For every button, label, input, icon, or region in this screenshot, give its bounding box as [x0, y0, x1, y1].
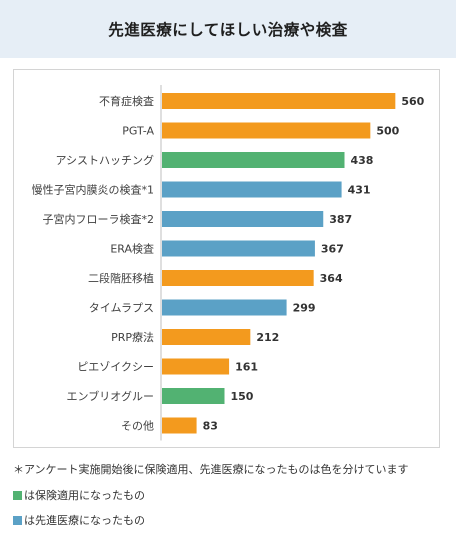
chart-title: 先進医療にしてほしい治療や検査: [108, 21, 348, 39]
category-label: エンブリオグルー: [67, 389, 154, 403]
data-label: 367: [321, 243, 344, 256]
data-label: 150: [231, 390, 254, 403]
legend-label-advanced: は先進医療になったもの: [24, 514, 145, 527]
legend-item-advanced: は先進医療になったもの: [13, 512, 145, 528]
legend-swatch-blue: [13, 515, 22, 525]
category-label: アシストハッチング: [55, 153, 154, 167]
data-label: 364: [320, 272, 343, 285]
bar: [162, 270, 314, 286]
category-label: その他: [121, 420, 154, 433]
category-label: ERA検査: [110, 242, 154, 256]
bar: [162, 240, 315, 257]
bar: [162, 122, 371, 139]
category-label: 慢性子宮内膜炎の検査*1: [32, 183, 155, 197]
legend-swatch-green: [13, 490, 22, 500]
footnote: ＊アンケート実施開始後に保険適用、先進医療になったものは色を分けています: [13, 463, 409, 476]
category-label: 二段階胚移植: [88, 271, 154, 285]
data-label: 299: [293, 302, 316, 315]
legend-item-insurance: は保険適用になったもの: [13, 487, 145, 503]
bar: [162, 299, 287, 316]
bar: [162, 388, 225, 404]
bar: [162, 93, 396, 109]
bar-chart: 不育症検査 560 PGT-A 500 アシストハッチング 438 慢性子宮内膜炎の検査*1…: [32, 85, 425, 441]
data-label: 161: [235, 361, 258, 374]
data-label: 500: [376, 125, 399, 138]
data-label: 438: [351, 154, 374, 167]
data-label: 560: [401, 95, 424, 108]
data-label: 431: [348, 184, 371, 197]
bar: [162, 181, 342, 198]
bar: [162, 358, 230, 375]
category-label: ピエゾイクシー: [77, 361, 154, 374]
bar: [162, 211, 324, 227]
category-label: PGT-A: [122, 125, 154, 138]
bar: [162, 417, 197, 434]
legend-label-insurance: は保険適用になったもの: [24, 489, 145, 502]
data-label: 83: [203, 420, 218, 433]
bar: [162, 152, 345, 168]
category-label: タイムラプス: [89, 302, 154, 315]
bar: [162, 329, 251, 345]
data-label: 212: [256, 331, 279, 344]
category-label: 子宮内フローラ検査*2: [43, 212, 155, 226]
chart-container: 不育症検査 560 PGT-A 500 アシストハッチング 438 慢性子宮内膜炎の検査*1…: [13, 69, 440, 448]
title-banner: 先進医療にしてほしい治療や検査: [0, 0, 456, 58]
category-label: PRP療法: [111, 330, 154, 344]
data-label: 387: [329, 213, 352, 226]
category-label: 不育症検査: [99, 94, 154, 108]
